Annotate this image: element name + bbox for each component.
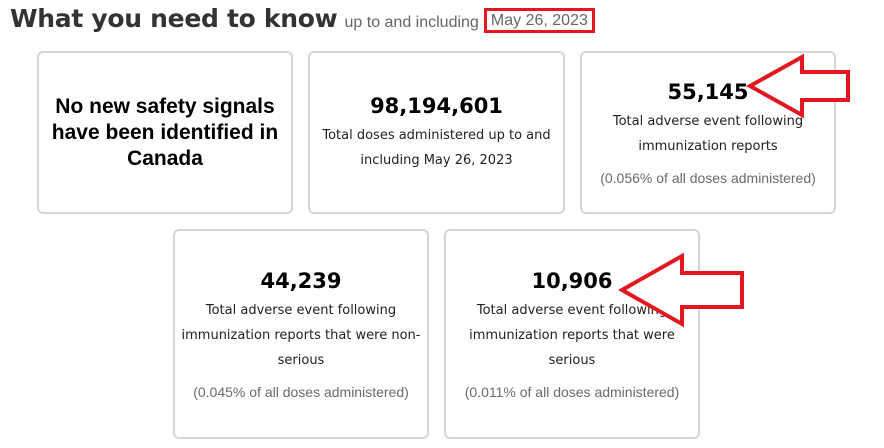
red-arrow-icon <box>617 252 744 328</box>
card-serious-reports: 10,906 Total adverse event following imm… <box>444 229 700 439</box>
serious-number: 10,906 <box>531 268 613 293</box>
serious-percent: (0.011% of all doses administered) <box>464 383 680 400</box>
section-heading: What you need to know up to and includin… <box>10 4 595 33</box>
total-reports-percent: (0.056% of all doses administered) <box>600 169 816 186</box>
serious-description: Total adverse event following immunizati… <box>469 302 675 368</box>
card-total-doses: 98,194,601 Total doses administered up t… <box>308 51 565 214</box>
total-doses-description: Total doses administered up to and inclu… <box>322 127 551 168</box>
heading-title: What you need to know <box>10 4 338 33</box>
card-safety-signals: No new safety signals have been identifi… <box>37 51 293 214</box>
red-arrow-icon <box>745 53 850 119</box>
non-serious-number: 44,239 <box>260 268 342 293</box>
heading-date-highlighted: May 26, 2023 <box>483 8 595 33</box>
card-non-serious-reports: 44,239 Total adverse event following imm… <box>173 229 429 439</box>
heading-subtitle: up to and including <box>344 14 479 31</box>
total-doses-number: 98,194,601 <box>370 93 503 118</box>
non-serious-percent: (0.045% of all doses administered) <box>193 383 409 400</box>
total-reports-description: Total adverse event following immunizati… <box>612 113 804 154</box>
non-serious-description: Total adverse event following immunizati… <box>181 302 421 368</box>
total-reports-number: 55,145 <box>667 79 749 104</box>
safety-signals-headline: No new safety signals have been identifi… <box>51 94 279 170</box>
